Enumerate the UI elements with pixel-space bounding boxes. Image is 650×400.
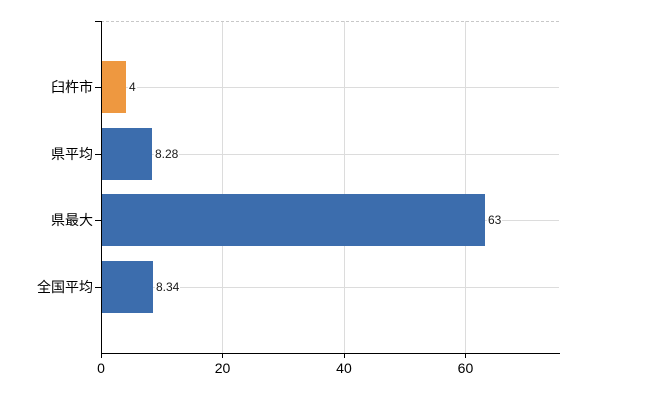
x-axis-tick-label: 20: [214, 360, 231, 376]
x-axis-tick: [465, 353, 467, 358]
category-label: 県最大: [51, 212, 93, 229]
bar-value-label: 4: [128, 80, 137, 95]
plot-top-border: [101, 21, 559, 22]
bar: [102, 260, 153, 313]
y-axis-tick: [95, 153, 101, 155]
x-axis-tick: [343, 353, 345, 358]
horizontal-gridline: [102, 87, 559, 89]
bar-value-label: 8.34: [155, 279, 181, 294]
bar-value-label: 63: [487, 213, 503, 228]
x-axis-tick-label: 60: [457, 360, 474, 376]
y-axis-tick: [95, 87, 101, 89]
vertical-gridline: [222, 21, 224, 353]
y-axis-line: [101, 21, 102, 358]
horizontal-gridline: [102, 286, 559, 288]
x-axis-tick: [101, 353, 102, 358]
vertical-gridline: [343, 21, 345, 353]
x-axis-tick: [222, 353, 224, 358]
x-axis-tick-label: 40: [336, 360, 352, 376]
category-label: 臼杵市: [51, 79, 93, 96]
y-axis-tick: [95, 286, 101, 288]
x-axis-line: [101, 353, 560, 354]
bar: [102, 127, 152, 180]
horizontal-gridline: [102, 153, 559, 155]
category-label: 全国平均: [37, 278, 93, 295]
vertical-gridline: [465, 21, 467, 353]
y-axis-top-tick: [95, 21, 101, 22]
bar-value-label: 8.28: [154, 146, 180, 161]
bar: [102, 194, 485, 247]
category-label: 県平均: [51, 145, 93, 162]
bar: [102, 61, 126, 114]
x-axis-tick-label: 0: [97, 360, 105, 376]
y-axis-tick: [95, 220, 101, 222]
